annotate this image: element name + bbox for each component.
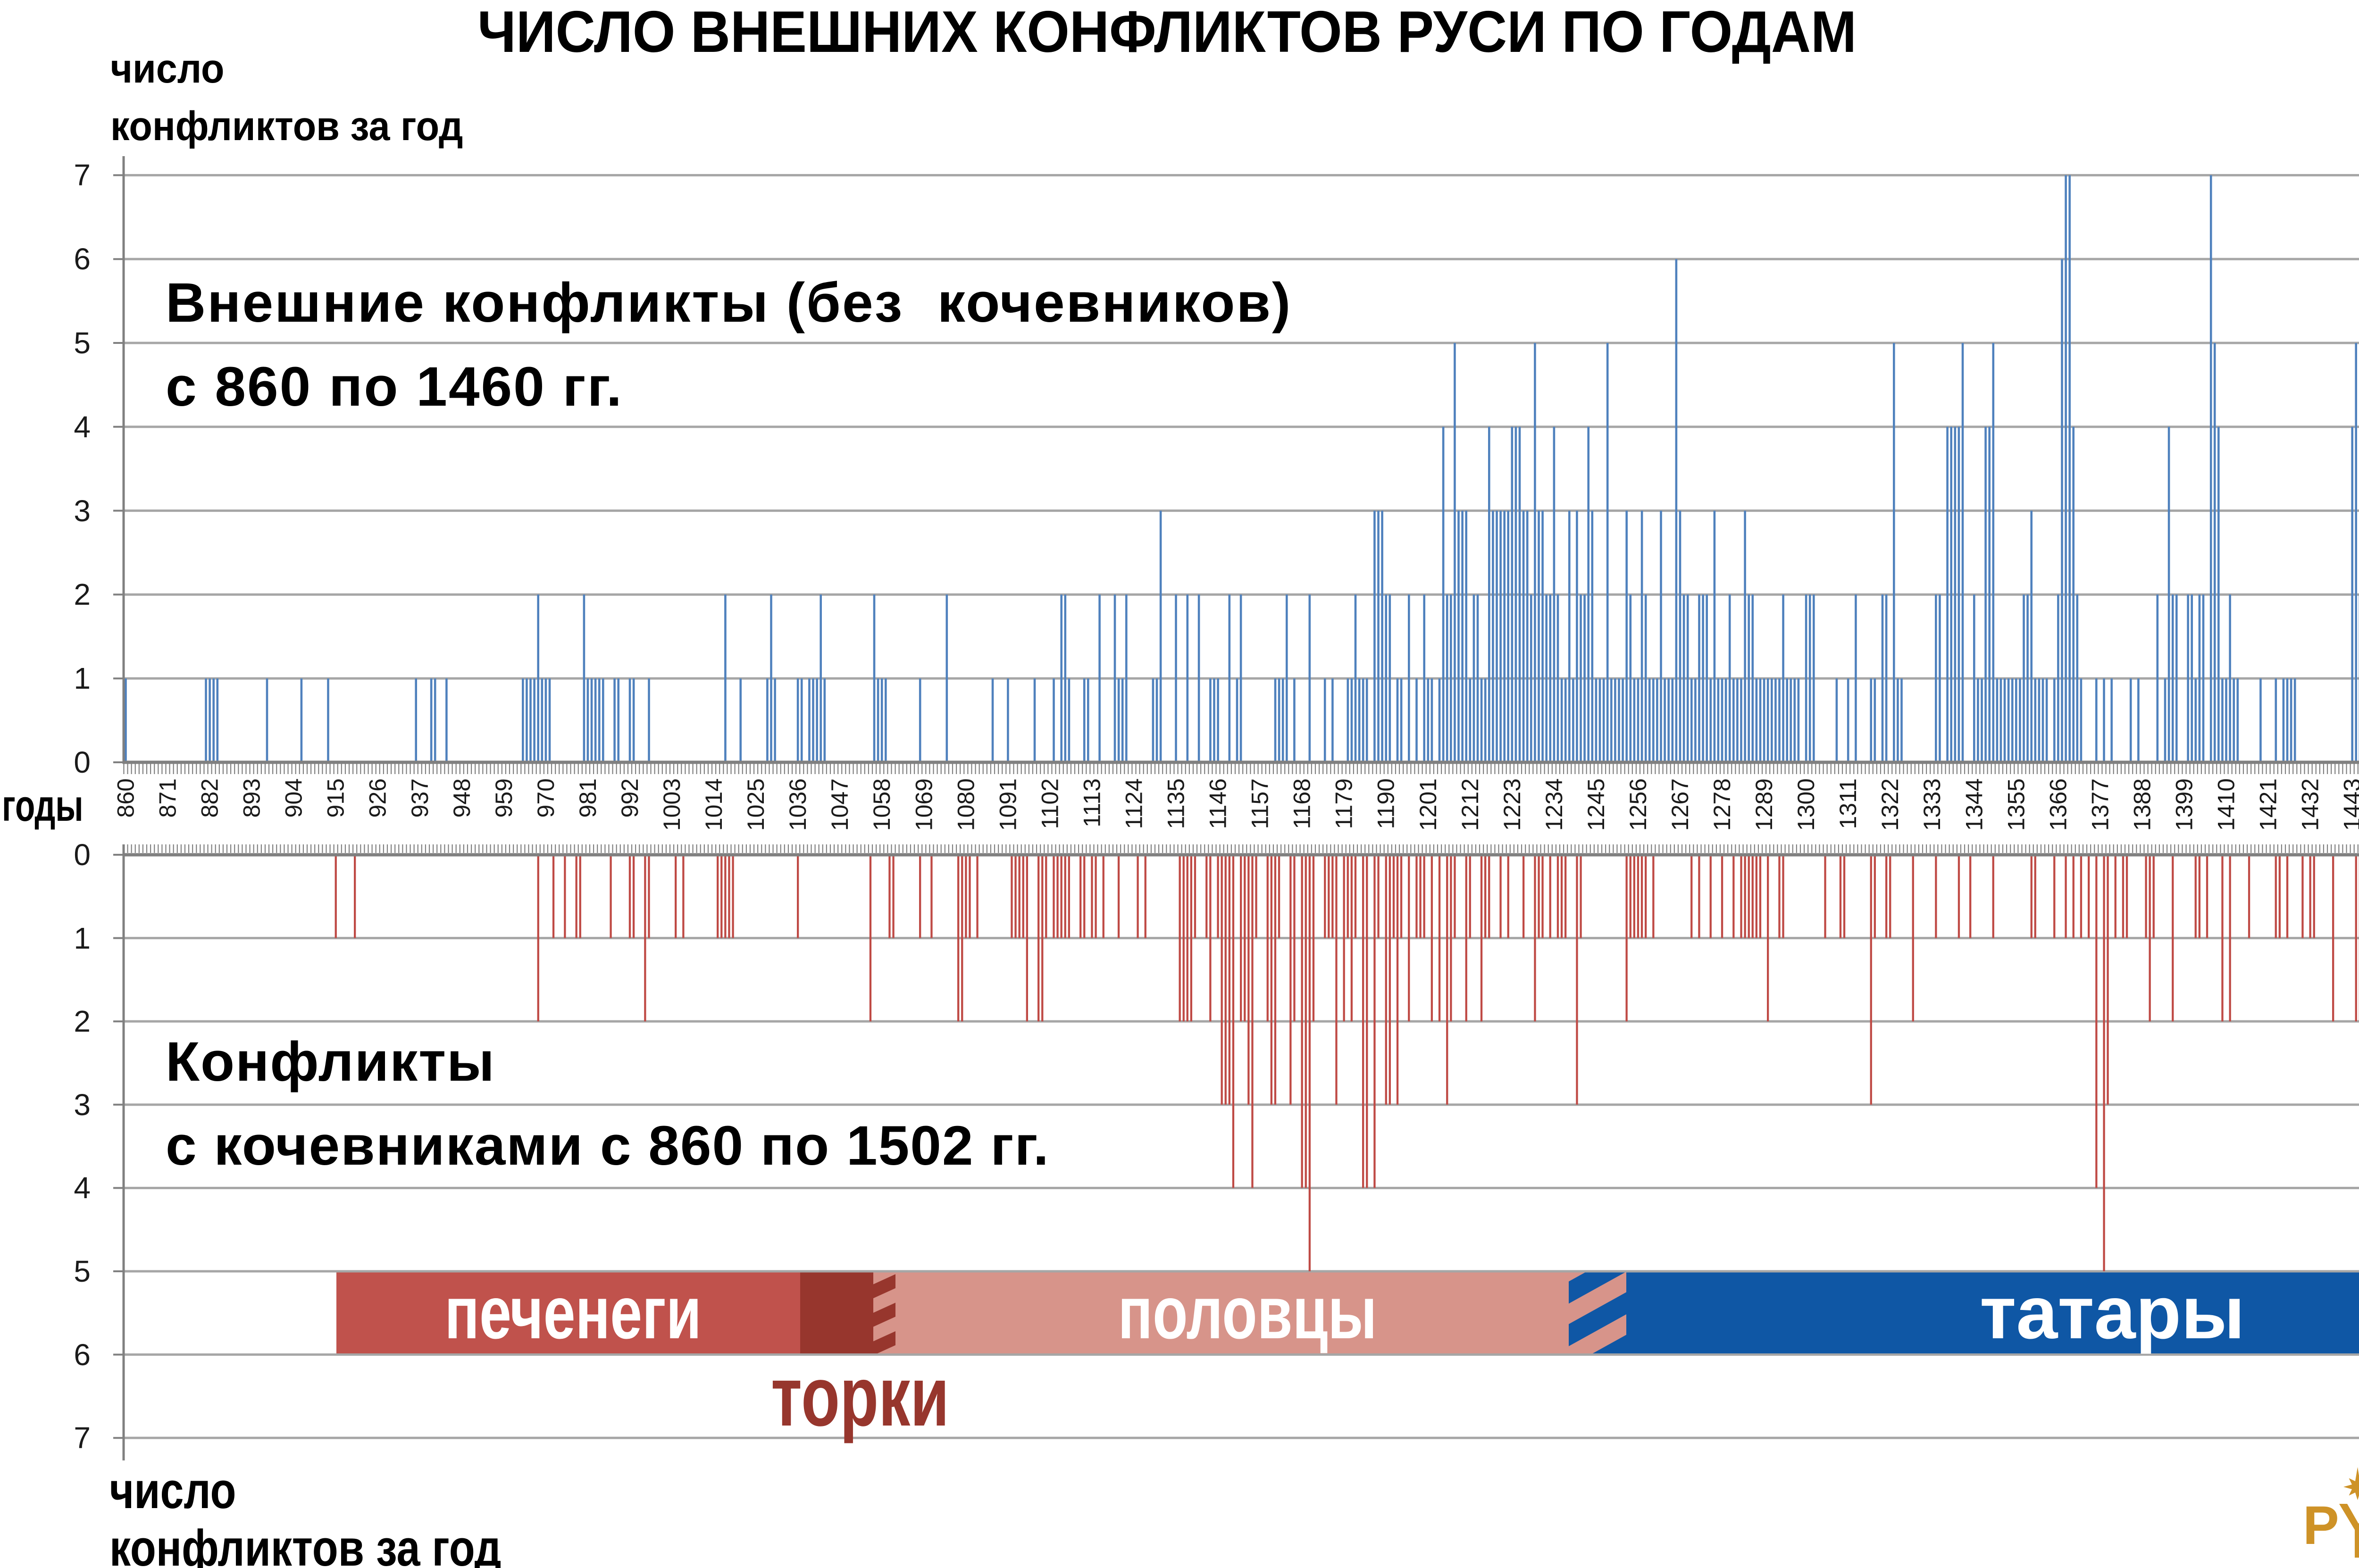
svg-text:937: 937 (407, 778, 433, 817)
svg-text:1058: 1058 (869, 778, 895, 831)
svg-text:893: 893 (239, 778, 265, 817)
svg-text:6: 6 (74, 242, 91, 276)
svg-text:1: 1 (74, 921, 91, 955)
svg-text:1278: 1278 (1709, 778, 1735, 831)
svg-text:3: 3 (74, 1088, 91, 1122)
svg-text:7: 7 (74, 1421, 91, 1455)
svg-text:3: 3 (74, 494, 91, 528)
svg-text:1190: 1190 (1373, 778, 1399, 829)
svg-text:0: 0 (74, 838, 91, 872)
svg-text:904: 904 (281, 778, 307, 817)
svg-text:1443: 1443 (2339, 778, 2359, 831)
svg-text:1234: 1234 (1541, 778, 1567, 831)
svg-text:5: 5 (74, 1254, 91, 1288)
svg-text:1146: 1146 (1205, 778, 1231, 829)
svg-text:1113: 1113 (1079, 778, 1105, 827)
svg-text:1377: 1377 (2087, 778, 2113, 831)
svg-text:871: 871 (155, 778, 181, 817)
svg-text:4: 4 (74, 1171, 91, 1205)
svg-text:0: 0 (74, 745, 91, 779)
svg-text:1322: 1322 (1877, 778, 1903, 831)
svg-text:1047: 1047 (827, 778, 853, 831)
svg-text:1333: 1333 (1919, 778, 1945, 831)
svg-text:1366: 1366 (2045, 778, 2071, 831)
svg-text:1091: 1091 (995, 778, 1021, 831)
svg-text:1267: 1267 (1667, 778, 1693, 831)
svg-text:1256: 1256 (1625, 778, 1651, 831)
svg-text:7: 7 (74, 158, 91, 192)
svg-text:1: 1 (74, 661, 91, 695)
svg-text:1201: 1201 (1415, 778, 1441, 831)
svg-text:959: 959 (491, 778, 517, 817)
svg-text:948: 948 (449, 778, 475, 817)
svg-text:860: 860 (113, 778, 139, 817)
svg-text:5: 5 (74, 326, 91, 360)
svg-text:1069: 1069 (911, 778, 937, 831)
svg-text:1179: 1179 (1331, 778, 1357, 829)
svg-text:1399: 1399 (2171, 778, 2198, 831)
svg-text:1025: 1025 (743, 778, 769, 831)
svg-text:2: 2 (74, 1004, 91, 1038)
svg-text:1223: 1223 (1499, 778, 1525, 831)
svg-text:1036: 1036 (785, 778, 811, 831)
svg-text:1344: 1344 (1961, 778, 1987, 831)
svg-text:1080: 1080 (953, 778, 979, 831)
svg-text:1289: 1289 (1751, 778, 1777, 831)
svg-text:1355: 1355 (2003, 778, 2029, 831)
svg-text:981: 981 (575, 778, 601, 817)
svg-text:1003: 1003 (659, 778, 685, 831)
svg-text:970: 970 (533, 778, 559, 817)
svg-text:6: 6 (74, 1338, 91, 1372)
svg-text:1245: 1245 (1583, 778, 1609, 831)
svg-text:1311: 1311 (1835, 778, 1861, 829)
svg-text:915: 915 (323, 778, 349, 817)
svg-text:1014: 1014 (701, 778, 727, 831)
svg-text:1212: 1212 (1457, 778, 1483, 831)
svg-text:2: 2 (74, 577, 91, 611)
svg-text:1102: 1102 (1037, 778, 1063, 829)
svg-text:882: 882 (197, 778, 223, 817)
svg-text:1168: 1168 (1289, 778, 1315, 829)
svg-text:992: 992 (617, 778, 643, 817)
svg-text:1135: 1135 (1163, 778, 1189, 829)
svg-text:1432: 1432 (2297, 778, 2324, 831)
svg-text:1388: 1388 (2129, 778, 2155, 831)
svg-text:1157: 1157 (1247, 778, 1273, 829)
svg-text:926: 926 (365, 778, 391, 817)
svg-text:1421: 1421 (2255, 778, 2282, 831)
svg-text:1124: 1124 (1121, 778, 1147, 829)
svg-text:1300: 1300 (1793, 778, 1819, 831)
svg-text:1410: 1410 (2213, 778, 2240, 831)
svg-text:4: 4 (74, 410, 91, 444)
